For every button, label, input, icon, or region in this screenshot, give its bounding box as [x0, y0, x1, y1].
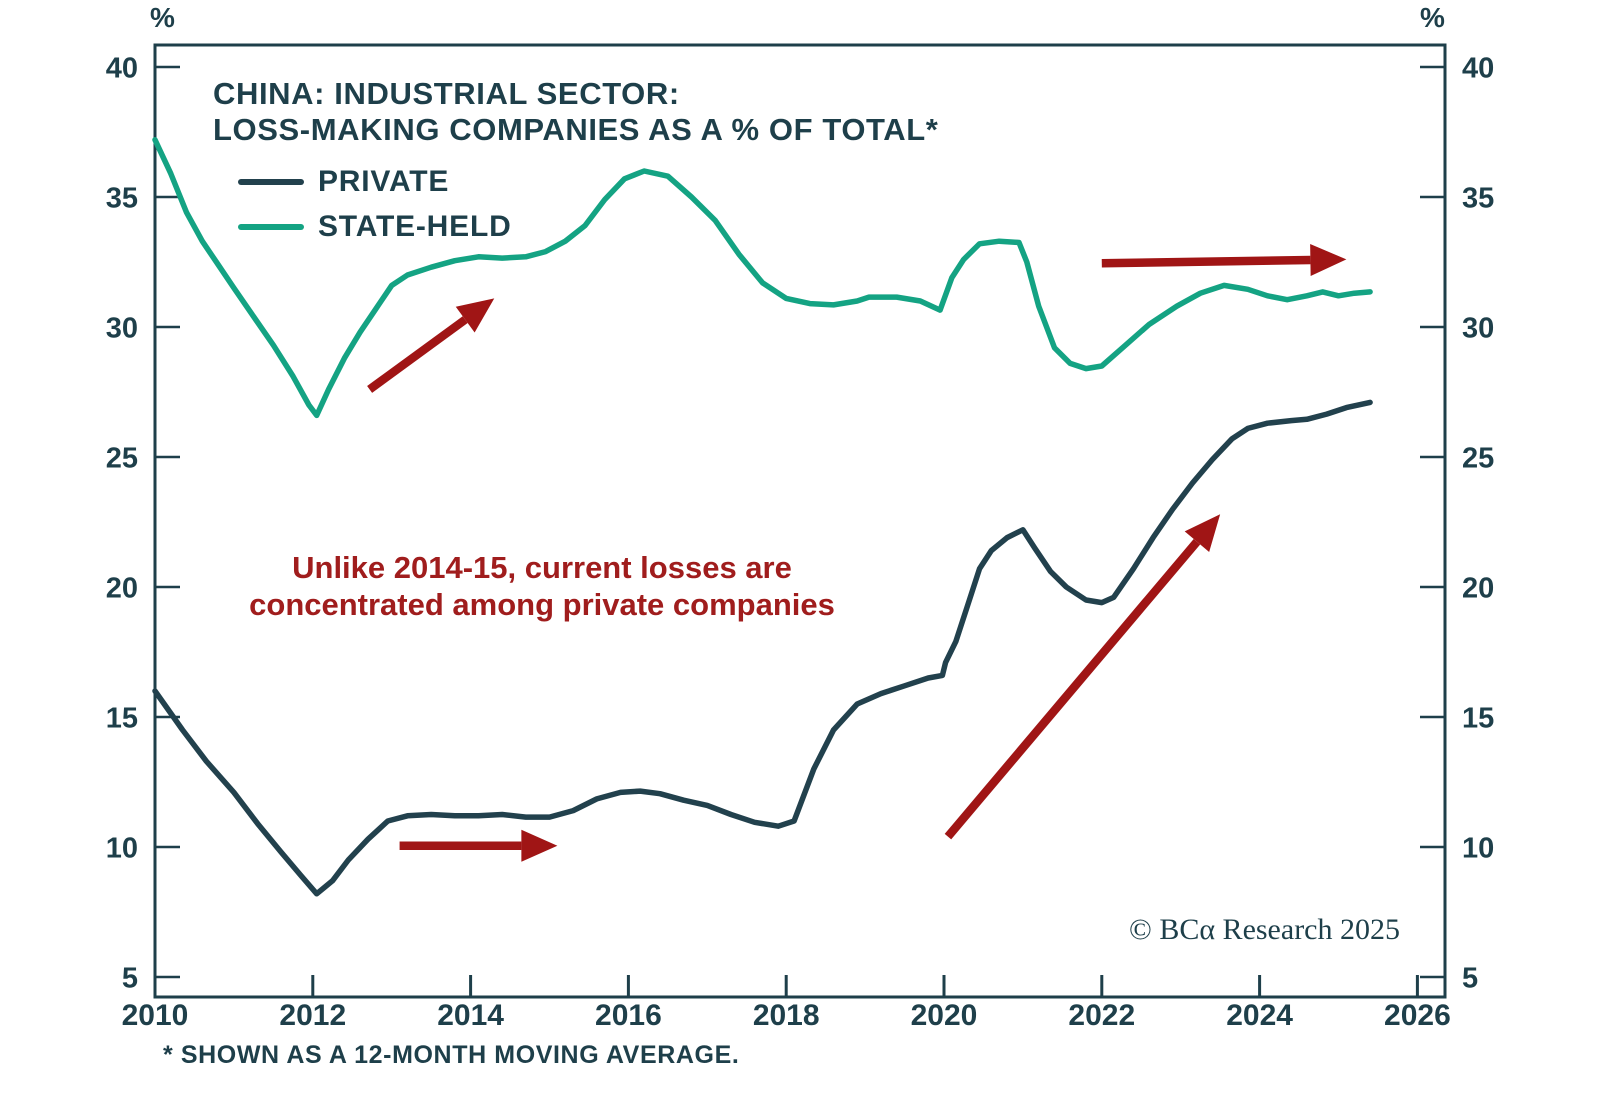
- y-axis-label-right: 15: [1462, 702, 1494, 734]
- rising-arrow-2020-2023-head: [1184, 514, 1221, 553]
- y-axis-unit-left: %: [150, 2, 175, 33]
- flat-arrow-2022-2025-head: [1310, 243, 1347, 276]
- y-axis-unit-right: %: [1420, 2, 1445, 33]
- x-axis-label: 2022: [1068, 999, 1135, 1032]
- flat-arrow-2022-2025-shaft: [1101, 255, 1311, 268]
- x-axis-label: 2012: [279, 999, 346, 1032]
- chart-title-line2: LOSS-MAKING COMPANIES AS A % OF TOTAL*: [213, 112, 939, 147]
- legend: PRIVATE STATE-HELD: [238, 165, 512, 243]
- rising-arrow-2013-2014-shaft: [367, 316, 468, 393]
- plot-border: [153, 43, 1447, 999]
- x-axis-label: 2010: [122, 999, 189, 1032]
- legend-swatch-state-held: [238, 224, 304, 230]
- annotation-line1: Unlike 2014-15, current losses are: [292, 550, 792, 585]
- y-axis-label-right: 10: [1462, 832, 1494, 864]
- y-axis-label-left: 15: [106, 702, 138, 734]
- legend-label-private: PRIVATE: [318, 165, 450, 198]
- x-axis-label: 2026: [1384, 999, 1451, 1032]
- x-axis-label: 2016: [595, 999, 662, 1032]
- legend-item-private: PRIVATE: [238, 165, 512, 198]
- y-axis-label-right: 30: [1462, 312, 1494, 344]
- annotation-text: Unlike 2014-15, current losses are conce…: [217, 549, 867, 623]
- x-axis-label: 2020: [911, 999, 978, 1032]
- legend-swatch-private: [238, 179, 304, 185]
- y-axis-label-left: 20: [106, 572, 138, 604]
- rising-arrow-2013-2014-head: [455, 298, 495, 333]
- y-axis-label-left: 35: [106, 182, 138, 214]
- legend-item-state-held: STATE-HELD: [238, 210, 512, 243]
- y-axis-label-left: 40: [106, 52, 138, 84]
- legend-label-state-held: STATE-HELD: [318, 210, 512, 243]
- y-axis-label-right: 25: [1462, 442, 1494, 474]
- copyright-credit: © BCα Research 2025: [1129, 913, 1400, 946]
- y-axis-label-left: 25: [106, 442, 138, 474]
- y-axis-label-right: 40: [1462, 52, 1494, 84]
- y-axis-label-right: 35: [1462, 182, 1494, 214]
- y-axis-label-left: 5: [122, 962, 138, 994]
- x-axis-label: 2024: [1226, 999, 1293, 1032]
- annotation-line2: concentrated among private companies: [249, 587, 835, 622]
- y-axis-label-right: 20: [1462, 572, 1494, 604]
- chart-title: CHINA: INDUSTRIAL SECTOR: LOSS-MAKING CO…: [213, 76, 938, 148]
- x-axis-label: 2018: [753, 999, 820, 1032]
- chart-title-line1: CHINA: INDUSTRIAL SECTOR:: [213, 76, 680, 111]
- rising-arrow-2020-2023-shaft: [944, 538, 1201, 840]
- y-axis-label-left: 30: [106, 312, 138, 344]
- y-axis-label-left: 10: [106, 832, 138, 864]
- x-axis-label: 2014: [437, 999, 504, 1032]
- series-line-state-held: [152, 137, 1373, 419]
- footnote: * SHOWN AS A 12-MONTH MOVING AVERAGE.: [163, 1041, 740, 1069]
- y-axis-label-right: 5: [1462, 962, 1478, 994]
- flat-arrow-2013-2015-head: [521, 829, 558, 862]
- series-line-private: [152, 399, 1373, 897]
